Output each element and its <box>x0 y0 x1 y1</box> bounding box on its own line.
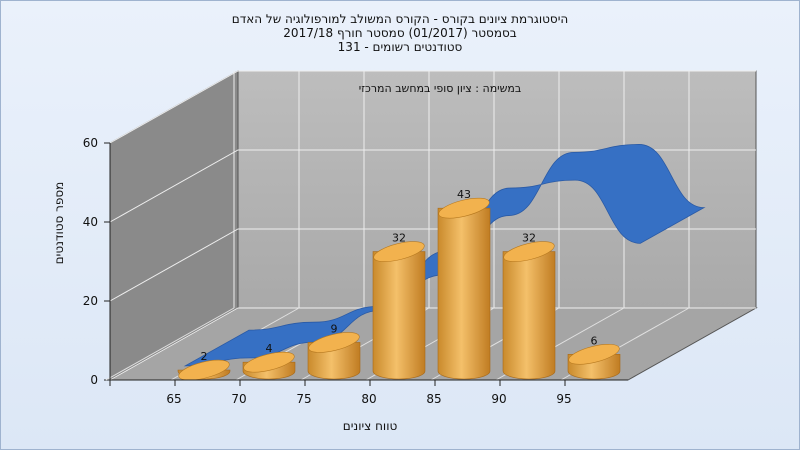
y-axis-label: מספר סטודנטים <box>52 181 66 265</box>
bar-data-label: 43 <box>457 188 471 201</box>
chart-title-line3: סטודנטים רשומים - 131 <box>337 40 463 54</box>
chart-title-line1: היסטוגרמת ציונים בקורס - הקורס המשולב למ… <box>231 12 569 26</box>
bar-top <box>308 332 360 353</box>
y-gridline <box>109 70 756 144</box>
bar-top <box>568 344 620 365</box>
x-tick-label: 90 <box>491 392 506 406</box>
bar-top <box>373 241 425 262</box>
x-axis-label: טווח ציונים <box>342 419 398 433</box>
bar-top <box>243 351 295 373</box>
y-tick-label: 20 <box>83 294 98 308</box>
y-gridline <box>109 149 756 223</box>
bar-top <box>438 197 490 219</box>
bar <box>567 344 621 380</box>
bar <box>307 332 361 380</box>
x-tick-label: 70 <box>231 392 246 406</box>
x-tick-label: 95 <box>556 392 571 406</box>
chart-annotation: במשימה : ציון סופי במחשב המרכזי <box>359 82 522 95</box>
bar <box>177 359 231 381</box>
bar <box>437 197 491 380</box>
bar-data-label: 4 <box>266 342 273 355</box>
x-tick-label: 85 <box>426 392 441 406</box>
y-tick-label: 60 <box>83 136 98 150</box>
bar-body <box>437 207 491 380</box>
bar-body <box>372 251 426 380</box>
bar <box>242 351 296 380</box>
y-gridline <box>109 307 756 381</box>
bar-data-label: 6 <box>591 334 598 347</box>
bar <box>372 241 426 380</box>
y-gridline <box>109 228 756 302</box>
bar-top <box>178 359 230 381</box>
bar-body <box>502 251 556 380</box>
bar <box>502 241 556 380</box>
floor-gridline <box>105 307 235 381</box>
chart-title-line2: בסמסטר (01/2017) סמסטר חורף 2017/18 <box>283 26 517 40</box>
bar-data-label: 2 <box>201 350 208 363</box>
x-tick-label: 65 <box>166 392 181 406</box>
x-tick-label: 80 <box>361 392 376 406</box>
x-tick-label: 75 <box>296 392 311 406</box>
bar-data-label: 32 <box>522 232 536 245</box>
bar-data-label: 32 <box>392 232 406 245</box>
y-tick-label: 0 <box>90 373 98 387</box>
y-tick-label: 40 <box>83 215 98 229</box>
bar-data-label: 9 <box>331 322 338 335</box>
bar-top <box>503 241 555 262</box>
